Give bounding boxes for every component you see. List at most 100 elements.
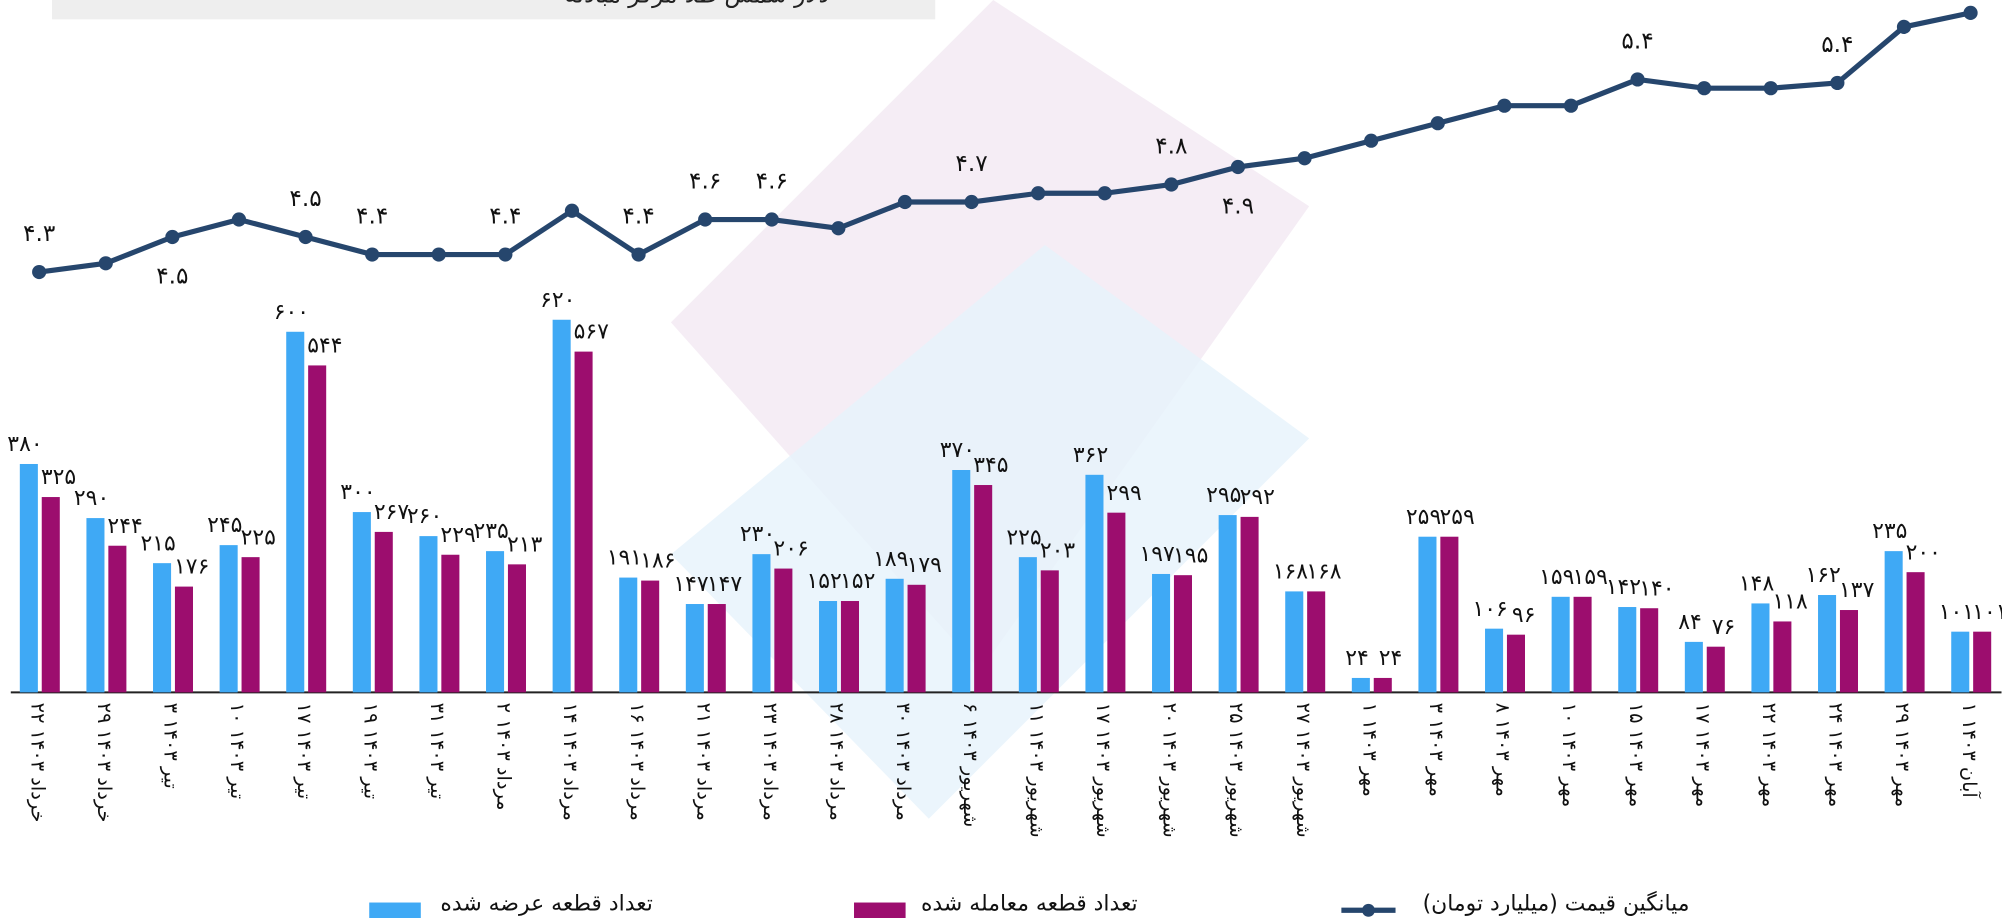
data-label: ۶۰۰ bbox=[274, 300, 309, 325]
line-point bbox=[1497, 98, 1512, 113]
bar bbox=[1839, 610, 1859, 693]
legend-swatch bbox=[854, 902, 906, 918]
line-point bbox=[1563, 98, 1579, 113]
data-label: ۱۰۱ bbox=[1972, 600, 2002, 625]
bar bbox=[374, 531, 393, 693]
bar bbox=[752, 554, 771, 693]
x-tick-label: ۱۰ تیر ۱۴۰۳ bbox=[226, 703, 249, 799]
bar bbox=[1218, 515, 1237, 693]
bar bbox=[552, 319, 571, 693]
data-label: ۲۳۰ bbox=[740, 522, 775, 547]
data-label: ۴.۶ bbox=[689, 168, 721, 195]
data-label: ۵.۴ bbox=[1621, 27, 1653, 54]
bar bbox=[1973, 631, 1992, 693]
bar bbox=[1107, 512, 1126, 693]
data-label: ۲۰۳ bbox=[1040, 538, 1076, 563]
data-label: ۲۹۵ bbox=[1206, 483, 1241, 508]
x-tick-label: ۸ مهر ۱۴۰۳ bbox=[1492, 703, 1515, 797]
line-point bbox=[1031, 186, 1046, 201]
x-tick-label: ۱۱ شهریور ۱۴۰۳ bbox=[1025, 703, 1048, 838]
data-label: ۲۴۵ bbox=[207, 513, 242, 538]
data-label: ۳۲۵ bbox=[41, 465, 76, 490]
chart-title: دلار شمش طلا مرکز مبادله bbox=[565, 0, 829, 9]
bar bbox=[153, 563, 172, 693]
data-label: ۱۶۸ bbox=[1306, 560, 1342, 585]
x-tick-label: ۳ مهر ۱۴۰۳ bbox=[1425, 703, 1448, 797]
data-label: ۱۴۲ bbox=[1606, 575, 1641, 600]
data-label: ۲۳۵ bbox=[1872, 519, 1907, 544]
bar bbox=[974, 485, 993, 693]
data-label: ۴.۴ bbox=[356, 203, 388, 230]
title-box bbox=[52, 0, 936, 20]
x-tick-label: ۱۶ مرداد ۱۴۰۳ bbox=[626, 703, 649, 821]
data-label: ۴.۴ bbox=[489, 203, 521, 230]
data-label: ۱۹۷ bbox=[1140, 542, 1176, 567]
data-label: ۱۵۹ bbox=[1539, 565, 1574, 590]
bar bbox=[1640, 608, 1659, 693]
bar bbox=[286, 331, 305, 693]
data-label: ۱۴۷ bbox=[707, 572, 743, 597]
data-label: ۱۶۸ bbox=[1273, 560, 1309, 585]
bar bbox=[840, 601, 859, 693]
data-label: ۲۶۷ bbox=[374, 500, 410, 525]
bar bbox=[1485, 628, 1504, 693]
bar bbox=[1285, 591, 1304, 693]
bar bbox=[619, 577, 638, 693]
x-tick-label: ۲ مرداد ۱۴۰۳ bbox=[493, 703, 516, 811]
data-label: ۱۸۹ bbox=[873, 547, 908, 572]
line-point bbox=[298, 229, 313, 245]
bar bbox=[1373, 677, 1392, 693]
data-label: ۱۰۶ bbox=[1473, 597, 1508, 622]
data-label: ۲۵۹ bbox=[1439, 505, 1474, 530]
data-label: ۱۷۶ bbox=[174, 555, 209, 580]
bar bbox=[1706, 646, 1725, 693]
data-label: ۵۴۴ bbox=[307, 334, 342, 359]
line-point bbox=[897, 194, 913, 210]
bar bbox=[486, 551, 505, 693]
bar bbox=[1818, 595, 1837, 693]
x-tick-label: ۲۹ مهر ۱۴۰۳ bbox=[1891, 703, 1914, 808]
bar bbox=[1951, 631, 1970, 693]
x-tick-label: ۲۴ مهر ۱۴۰۳ bbox=[1825, 703, 1848, 808]
line-point bbox=[1896, 19, 1912, 34]
data-label: ۷۶ bbox=[1712, 615, 1736, 640]
legend-swatch bbox=[369, 902, 421, 918]
data-label: ۱۸۶ bbox=[640, 549, 675, 574]
data-label: ۲۲۵ bbox=[1006, 525, 1041, 550]
data-label: ۴.۳ bbox=[23, 220, 55, 247]
legend-marker bbox=[1362, 903, 1375, 917]
bar bbox=[1085, 474, 1104, 693]
bar bbox=[1018, 557, 1037, 693]
data-label: ۳۷۰ bbox=[940, 438, 975, 463]
line-point bbox=[564, 203, 580, 218]
line-point bbox=[764, 212, 779, 227]
bar bbox=[1773, 621, 1792, 693]
x-tick-label: ۱۷ شهریور ۱۴۰۳ bbox=[1092, 703, 1115, 838]
data-label: ۱۹۱ bbox=[607, 546, 642, 571]
bar bbox=[907, 584, 926, 693]
line-point bbox=[165, 229, 180, 245]
bar bbox=[641, 580, 660, 693]
data-label: ۱۵۲ bbox=[807, 569, 842, 594]
line-point bbox=[631, 247, 646, 262]
x-tick-label: ۱۰ مهر ۱۴۰۳ bbox=[1558, 703, 1581, 808]
data-label: ۱۰۱ bbox=[1939, 600, 1974, 625]
data-label: ۲۴۴ bbox=[107, 514, 142, 539]
data-label: ۱۴۷ bbox=[673, 572, 709, 597]
bar bbox=[1418, 536, 1437, 693]
data-label: ۴.۴ bbox=[622, 203, 654, 230]
bar bbox=[574, 351, 593, 693]
bar bbox=[174, 586, 193, 693]
x-tick-label: ۱ مهر ۱۴۰۳ bbox=[1358, 703, 1381, 797]
bar bbox=[1307, 591, 1326, 693]
x-tick-label: ۳۱ تیر ۱۴۰۳ bbox=[426, 703, 449, 799]
line-point bbox=[1097, 186, 1112, 201]
legend-label: تعداد قطعه عرضه شده bbox=[440, 891, 652, 916]
data-label: ۱۳۷ bbox=[1839, 578, 1875, 603]
line-point bbox=[1697, 81, 1712, 96]
bar bbox=[952, 470, 971, 693]
bar bbox=[819, 601, 838, 693]
data-label: ۳۴۵ bbox=[973, 453, 1008, 478]
data-label: ۶۲۰ bbox=[540, 288, 575, 313]
bar bbox=[1684, 641, 1703, 693]
